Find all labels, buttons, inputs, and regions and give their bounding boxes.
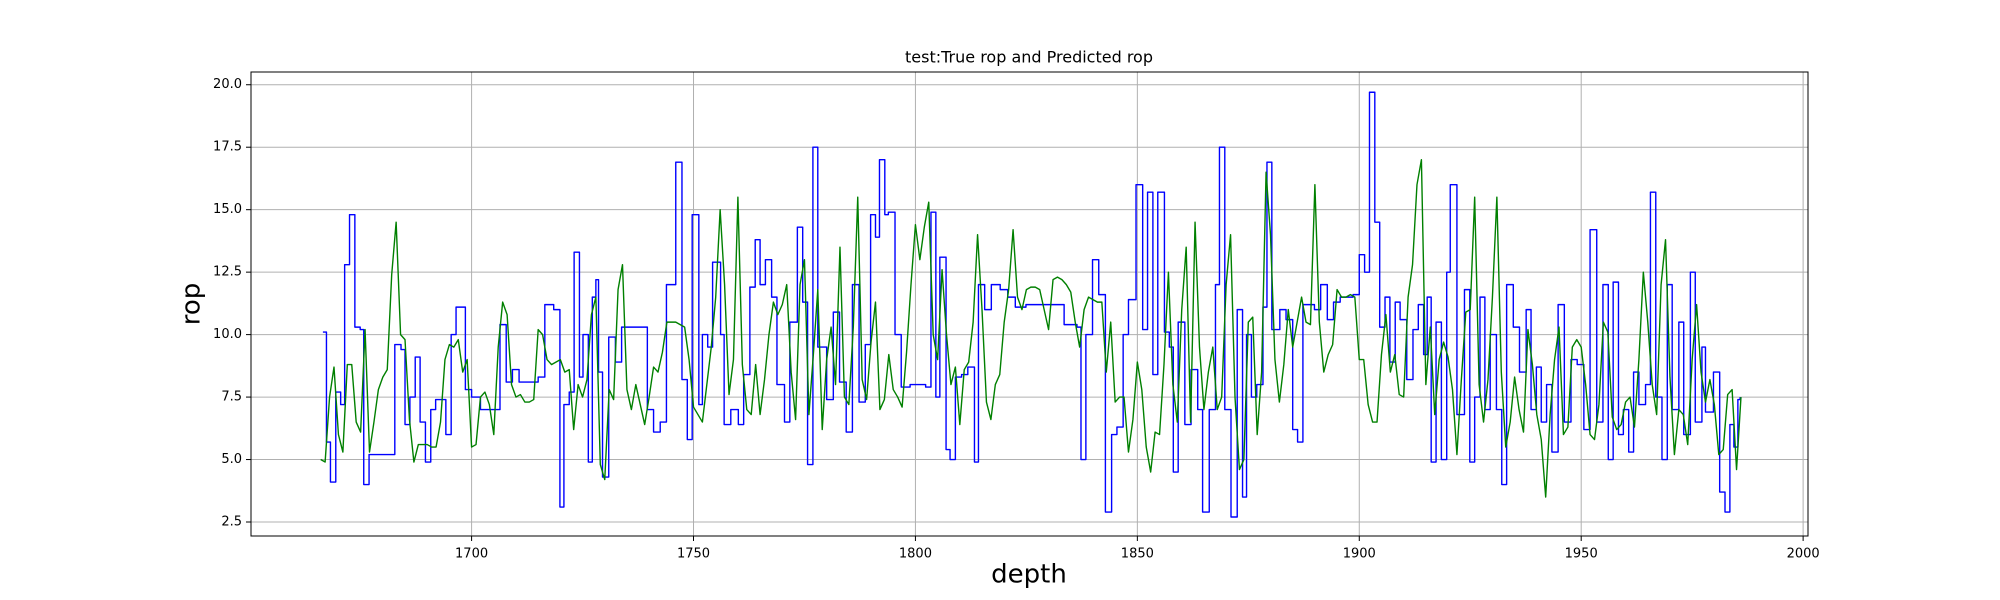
x-axis-label: depth	[991, 560, 1067, 590]
ticks: 1700 1750 1800 1850 1900 1950 2000 2.5 5.0 7.5 10.…	[213, 77, 1820, 561]
x-tick-label: 1850	[1121, 547, 1154, 562]
y-tick-label: 15.0	[213, 202, 242, 217]
y-tick-label: 20.0	[213, 77, 242, 92]
y-tick-label: 17.5	[213, 140, 242, 155]
plot-area	[320, 91, 1742, 518]
y-tick-label: 2.5	[221, 515, 242, 530]
grid	[251, 72, 1808, 536]
x-tick-label: 1700	[455, 547, 488, 562]
y-tick-label: 7.5	[221, 390, 242, 405]
y-axis-label: rop	[177, 283, 207, 326]
x-tick-label: 1950	[1565, 547, 1598, 562]
y-tick-label: 5.0	[221, 452, 242, 467]
x-tick-label: 1800	[899, 547, 932, 562]
y-tick-label: 12.5	[213, 265, 242, 280]
x-tick-label: 1750	[677, 547, 710, 562]
series-line	[320, 159, 1742, 498]
x-tick-label: 2000	[1787, 547, 1820, 562]
x-tick-label: 1900	[1343, 547, 1376, 562]
y-tick-label: 10.0	[213, 327, 242, 342]
axes-frame	[250, 71, 1809, 537]
chart-title: test:True rop and Predicted rop	[905, 48, 1153, 67]
